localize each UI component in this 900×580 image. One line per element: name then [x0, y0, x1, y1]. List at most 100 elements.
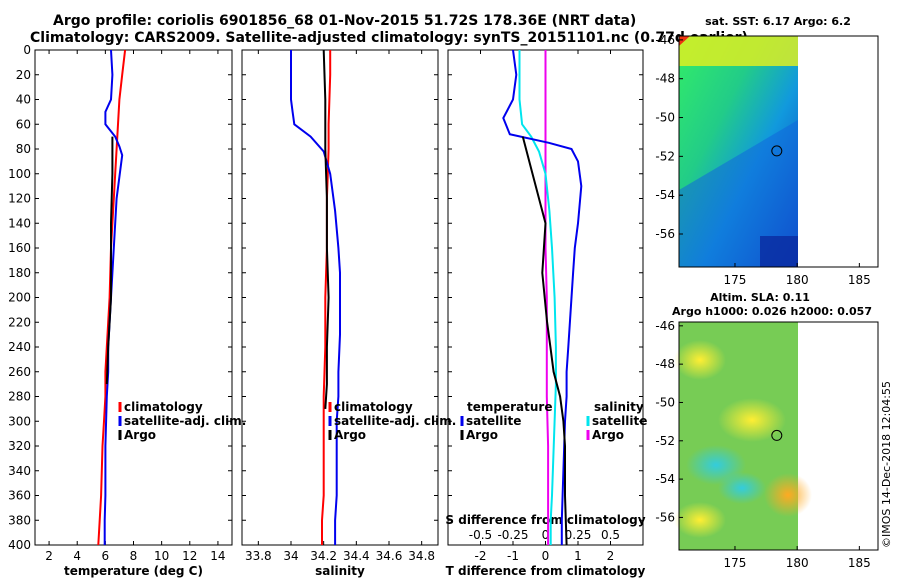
temperature-satellite-line: [103, 49, 124, 545]
sdiff-xtick-label: -0.5: [469, 528, 492, 542]
sla-map-xtick-label: 185: [848, 556, 871, 570]
imos-watermark: ©IMOS 14-Dec-2018 12:04:55: [880, 381, 893, 548]
depth-ytick-label: 360: [8, 489, 31, 503]
depth-ytick-label: 180: [8, 266, 31, 280]
tdiff-xtick-label: -1: [507, 549, 519, 563]
salinity-legend-climatology-label: climatology: [334, 400, 413, 414]
sla-map-ytick-label: -52: [655, 434, 675, 448]
sla-high-2: [718, 398, 786, 442]
sla-map-ytick-label: -56: [655, 510, 675, 524]
temperature-panel: 0 20 40 60 80 100 120 140 160 180 200 220 240 260 280 3…: [8, 43, 246, 578]
sst-map: sat. SST: 6.17 Argo: 6.2 175 180 185 -46 -48…: [655, 15, 879, 287]
sla-low-2: [718, 472, 766, 504]
sst-map-ytick-label: -46: [655, 33, 675, 47]
sla-map-subtitle: Argo h1000: 0.026 h2000: 0.057: [672, 305, 872, 318]
sst-cold-wedge: [679, 120, 798, 267]
sst-map-ytick-label: -48: [655, 72, 675, 86]
diff-legend-temperature-header: temperature: [467, 400, 552, 414]
temperature-xtick-label: 4: [73, 549, 81, 563]
temperature-frame: [34, 49, 233, 546]
diff-legend-salinity-header: salinity: [594, 400, 644, 414]
depth-ytick-label: 400: [8, 538, 31, 552]
sla-map-ytick-label: -54: [655, 472, 675, 486]
salinity-satellite-line: [290, 50, 341, 545]
salinity-xtick-label: 34.6: [376, 549, 403, 563]
temperature-legend-argo-label: Argo: [124, 428, 156, 442]
salinity-argo-diff-line: [544, 50, 550, 545]
temperature-satellite-diff-line: [502, 49, 583, 545]
salinity-xtick-label: 34.2: [310, 549, 337, 563]
sst-map-ytick-label: -56: [655, 227, 675, 241]
temperature-xtick-label: 2: [45, 549, 53, 563]
sla-very-high: [764, 473, 812, 517]
temperature-argo-line: [105, 136, 114, 385]
sla-map-ytick-label: -46: [655, 319, 675, 333]
depth-ytick-label: 20: [16, 68, 31, 82]
sdiff-xtick-label: 0.5: [601, 528, 620, 542]
diff-legend-temperature-satellite-label: satellite: [466, 414, 521, 428]
sla-map-xtick-label: 175: [724, 556, 747, 570]
temperature-xlabel: temperature (deg C): [64, 564, 203, 578]
salinity-satellite-diff-line: [518, 50, 557, 545]
depth-ytick-label: 380: [8, 513, 31, 527]
temperature-xtick-label: 10: [154, 549, 169, 563]
temperature-xtick-label: 14: [210, 549, 225, 563]
sla-high-3: [674, 502, 726, 538]
sst-coldest-patch: [760, 236, 798, 267]
depth-ytick-label: 0: [23, 43, 31, 57]
temperature-legend-climatology-label: climatology: [124, 400, 203, 414]
depth-ytick-label: 140: [8, 216, 31, 230]
sla-map: Altim. SLA: 0.11 Argo h1000: 0.026 h2000…: [655, 291, 879, 570]
tdiff-xlabel: T difference from climatology: [446, 564, 646, 578]
sst-map-ytick-label: -52: [655, 149, 675, 163]
depth-ytick-label: 260: [8, 365, 31, 379]
temperature-climatology-line: [97, 49, 127, 546]
sdiff-xtick-label: 0: [542, 528, 550, 542]
salinity-xlabel: salinity: [315, 564, 365, 578]
sla-map-ytick-label: -50: [655, 395, 675, 409]
sst-map-ytick-label: -50: [655, 111, 675, 125]
depth-ytick-label: 300: [8, 414, 31, 428]
tdiff-xtick-label: 1: [574, 549, 582, 563]
depth-ytick-label: 40: [16, 93, 31, 107]
salinity-xtick-label: 34.8: [408, 549, 435, 563]
diff-legend-salinity-satellite-label: satellite: [592, 414, 647, 428]
sst-map-xtick-label: 180: [786, 273, 809, 287]
salinity-xtick-label: 33.8: [245, 549, 272, 563]
depth-ytick-label: 220: [8, 315, 31, 329]
temperature-argo-diff-line: [521, 136, 568, 546]
depth-ytick-label: 80: [16, 142, 31, 156]
depth-ytick-label: 200: [8, 291, 31, 305]
depth-ytick-label: 340: [8, 464, 31, 478]
diff-legend-salinity-argo-label: Argo: [592, 428, 624, 442]
salinity-climatology-line: [321, 50, 332, 545]
depth-ytick-label: 280: [8, 390, 31, 404]
sst-map-xtick-label: 185: [848, 273, 871, 287]
tdiff-xtick-label: 2: [607, 549, 615, 563]
depth-ytick-label: 240: [8, 340, 31, 354]
temperature-xtick-label: 8: [130, 549, 138, 563]
temperature-legend-satellite-label: satellite-adj. clim.: [124, 414, 246, 428]
sdiff-xlabel: S difference from climatology: [445, 513, 645, 527]
depth-ytick-label: 160: [8, 241, 31, 255]
title-line-2: Climatology: CARS2009. Satellite-adjuste…: [30, 30, 748, 46]
sst-warm-band: [679, 36, 798, 66]
sst-map-title: sat. SST: 6.17 Argo: 6.2: [705, 15, 851, 28]
salinity-legend-satellite-label: satellite-adj. clim.: [334, 414, 456, 428]
tdiff-xtick-label: -2: [475, 549, 487, 563]
sdiff-xtick-label: 0.25: [565, 528, 592, 542]
sla-map-frame: [678, 321, 879, 551]
salinity-argo-line: [322, 49, 330, 409]
sla-argo-marker: [771, 429, 783, 441]
depth-ytick-label: 100: [8, 167, 31, 181]
sst-map-ytick-label: -54: [655, 188, 675, 202]
salinity-legend-argo-label: Argo: [334, 428, 366, 442]
sla-map-xtick-label: 180: [786, 556, 809, 570]
depth-ytick-label: 60: [16, 117, 31, 131]
sst-map-frame: [678, 35, 879, 268]
depth-ytick-label: 120: [8, 192, 31, 206]
temperature-xtick-label: 6: [102, 549, 110, 563]
sla-map-title: Altim. SLA: 0.11: [710, 291, 810, 304]
sdiff-xtick-label: -0.25: [497, 528, 528, 542]
